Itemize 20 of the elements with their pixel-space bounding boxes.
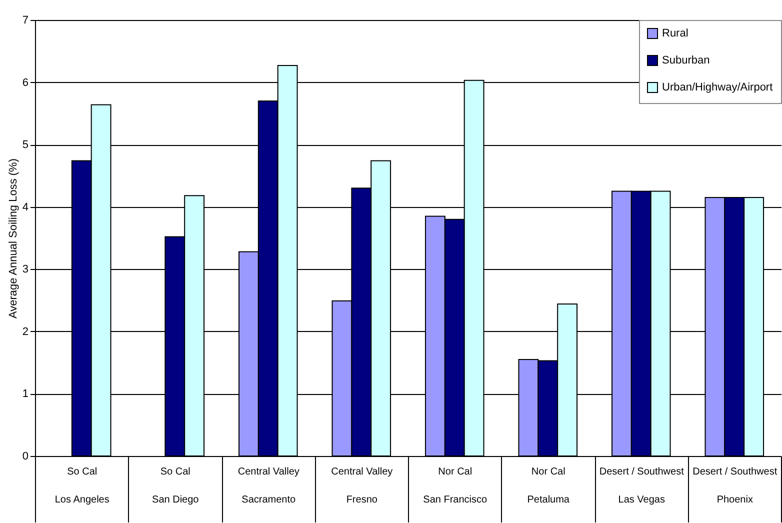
y-axis-title: Average Annual Soiling Loss (%) [7, 158, 20, 319]
category-label: Central Valley Sacramento [238, 466, 300, 506]
category-label: Central Valley Fresno [331, 466, 393, 506]
y-tick-label: 5 [22, 139, 28, 152]
y-tick-label: 4 [22, 201, 28, 214]
category-label: So Cal San Diego [152, 466, 199, 506]
legend-label: Suburban [662, 54, 710, 66]
legend-label: Urban/Highway/Airport [662, 82, 773, 94]
y-tick-label: 1 [22, 388, 28, 400]
y-tick-label: 2 [22, 326, 28, 338]
y-tick-label: 6 [22, 76, 28, 89]
y-tick-label: 3 [22, 264, 28, 276]
legend-label: Rural [662, 28, 688, 40]
category-label: Desert / Southwest Phoenix [692, 466, 778, 506]
y-tick-label: 0 [22, 450, 28, 462]
y-tick-label: 7 [22, 14, 28, 26]
category-label: So Cal Los Angeles [54, 466, 110, 506]
category-label: Nor Cal Petaluma [527, 466, 570, 506]
category-label: Desert / Southwest Las Vegas [599, 466, 684, 506]
category-label: Nor Cal San Francisco [423, 466, 488, 506]
